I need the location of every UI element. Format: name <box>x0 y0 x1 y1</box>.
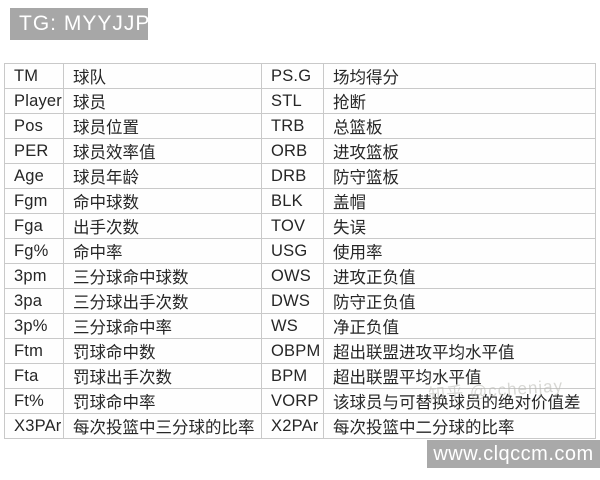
desc-cell: 三分球命中球数 <box>63 263 262 289</box>
abbr-cell: PS.G <box>261 63 324 89</box>
table-row: Pos 球员位置 TRB 总篮板 <box>4 113 596 139</box>
desc-cell: 罚球命中率 <box>63 388 262 414</box>
desc-cell: 抢断 <box>323 88 596 114</box>
abbr-cell: DRB <box>261 163 324 189</box>
desc-cell: 防守正负值 <box>323 288 596 314</box>
abbr-cell: X3PAr <box>4 413 64 439</box>
desc-cell: 每次投篮中三分球的比率 <box>63 413 262 439</box>
desc-cell: 进攻正负值 <box>323 263 596 289</box>
desc-cell: 命中球数 <box>63 188 262 214</box>
desc-cell: 球员效率值 <box>63 138 262 164</box>
desc-cell: 超出联盟平均水平值 <box>323 363 596 389</box>
desc-cell: 罚球出手次数 <box>63 363 262 389</box>
abbr-cell: Age <box>4 163 64 189</box>
abbr-cell: 3p% <box>4 313 64 339</box>
table-row: Fg% 命中率 USG 使用率 <box>4 238 596 264</box>
table-row: Fga 出手次数 TOV 失误 <box>4 213 596 239</box>
abbr-cell: VORP <box>261 388 324 414</box>
abbr-cell: Ftm <box>4 338 64 364</box>
abbr-cell: TM <box>4 63 64 89</box>
desc-cell: 防守篮板 <box>323 163 596 189</box>
abbr-cell: OBPM <box>261 338 324 364</box>
abbr-cell: 3pm <box>4 263 64 289</box>
table-row: Fta 罚球出手次数 BPM 超出联盟平均水平值 <box>4 363 596 389</box>
desc-cell: 命中率 <box>63 238 262 264</box>
stats-glossary-table: TM 球队 PS.G 场均得分 Player 球员 STL 抢断 Pos 球员位… <box>4 63 596 439</box>
abbr-cell: USG <box>261 238 324 264</box>
desc-cell: 超出联盟进攻平均水平值 <box>323 338 596 364</box>
desc-cell: 场均得分 <box>323 63 596 89</box>
abbr-cell: TOV <box>261 213 324 239</box>
table-row: 3pm 三分球命中球数 OWS 进攻正负值 <box>4 263 596 289</box>
desc-cell: 球员年龄 <box>63 163 262 189</box>
abbr-cell: Fgm <box>4 188 64 214</box>
table-row: TM 球队 PS.G 场均得分 <box>4 63 596 89</box>
abbr-cell: ORB <box>261 138 324 164</box>
desc-cell: 球员位置 <box>63 113 262 139</box>
abbr-cell: WS <box>261 313 324 339</box>
desc-cell: 盖帽 <box>323 188 596 214</box>
desc-cell: 出手次数 <box>63 213 262 239</box>
abbr-cell: Pos <box>4 113 64 139</box>
site-watermark-text: www.clqccm.com <box>433 443 594 465</box>
desc-cell: 总篮板 <box>323 113 596 139</box>
desc-cell: 三分球出手次数 <box>63 288 262 314</box>
abbr-cell: BPM <box>261 363 324 389</box>
table-row: X3PAr 每次投篮中三分球的比率 X2PAr 每次投篮中二分球的比率 <box>4 413 596 439</box>
table-row: Ftm 罚球命中数 OBPM 超出联盟进攻平均水平值 <box>4 338 596 364</box>
abbr-cell: DWS <box>261 288 324 314</box>
site-watermark-badge: www.clqccm.com <box>427 440 600 468</box>
tg-tag-badge: TG: MYYJJPP <box>10 8 164 40</box>
table-row: Fgm 命中球数 BLK 盖帽 <box>4 188 596 214</box>
table-row: 3pa 三分球出手次数 DWS 防守正负值 <box>4 288 596 314</box>
abbr-cell: STL <box>261 88 324 114</box>
abbr-cell: X2PAr <box>261 413 324 439</box>
abbr-cell: Ft% <box>4 388 64 414</box>
desc-cell: 进攻篮板 <box>323 138 596 164</box>
desc-cell: 每次投篮中二分球的比率 <box>323 413 596 439</box>
abbr-cell: Fga <box>4 213 64 239</box>
table-row: PER 球员效率值 ORB 进攻篮板 <box>4 138 596 164</box>
abbr-cell: 3pa <box>4 288 64 314</box>
abbr-cell: Fg% <box>4 238 64 264</box>
table-row: Ft% 罚球命中率 VORP 该球员与可替换球员的绝对价值差 <box>4 388 596 414</box>
table-row: Age 球员年龄 DRB 防守篮板 <box>4 163 596 189</box>
table-row: 3p% 三分球命中率 WS 净正负值 <box>4 313 596 339</box>
abbr-cell: Player <box>4 88 64 114</box>
desc-cell: 使用率 <box>323 238 596 264</box>
abbr-cell: TRB <box>261 113 324 139</box>
desc-cell: 净正负值 <box>323 313 596 339</box>
desc-cell: 球队 <box>63 63 262 89</box>
desc-cell: 罚球命中数 <box>63 338 262 364</box>
abbr-cell: BLK <box>261 188 324 214</box>
desc-cell: 该球员与可替换球员的绝对价值差 <box>323 388 596 414</box>
desc-cell: 三分球命中率 <box>63 313 262 339</box>
abbr-cell: Fta <box>4 363 64 389</box>
abbr-cell: PER <box>4 138 64 164</box>
tg-tag-label: TG: MYYJJPP <box>19 12 166 35</box>
abbr-cell: OWS <box>261 263 324 289</box>
desc-cell: 失误 <box>323 213 596 239</box>
desc-cell: 球员 <box>63 88 262 114</box>
table-row: Player 球员 STL 抢断 <box>4 88 596 114</box>
